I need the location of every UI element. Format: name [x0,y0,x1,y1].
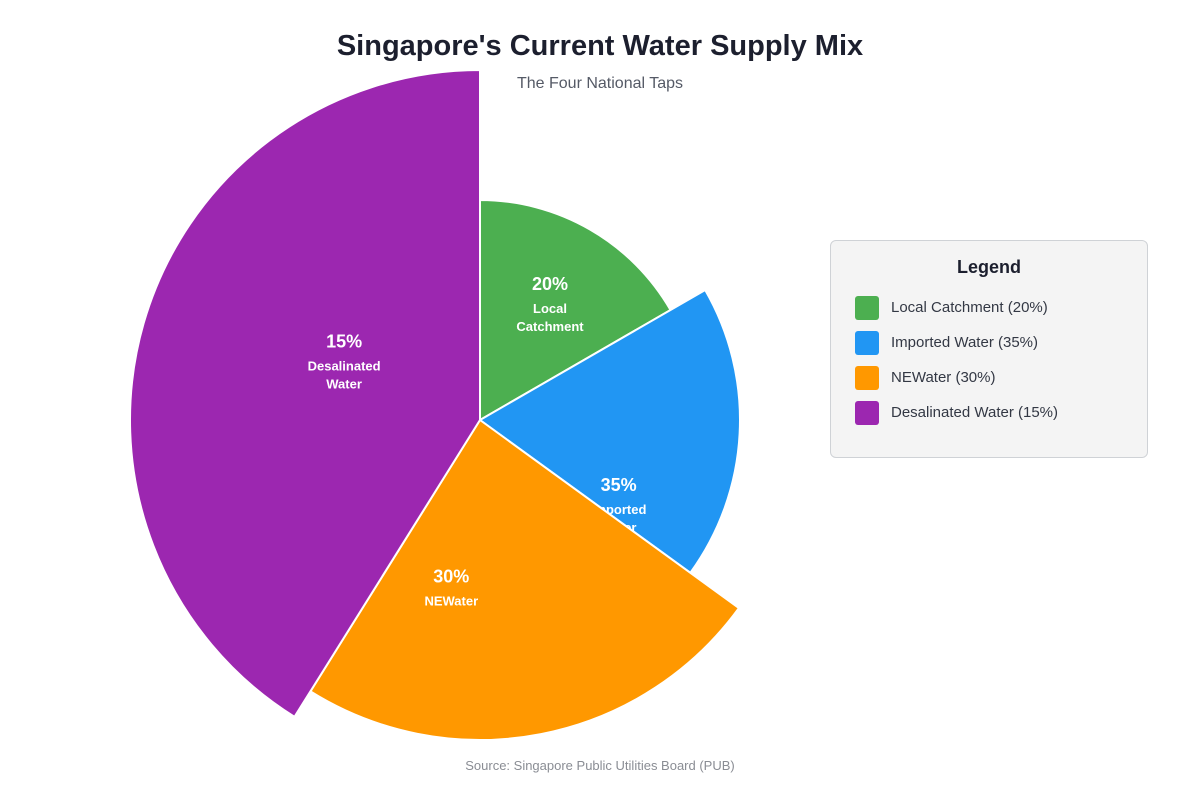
legend-swatch-local-catchment [855,296,879,320]
pie-slice-newater [309,418,741,741]
legend-swatch-imported-water [855,331,879,355]
slice-value-label-desalinated-water: 15% [326,332,362,352]
legend-label-imported-water: Imported Water (35%) [891,334,1038,351]
legend-swatch-desalinated-water [855,401,879,425]
slice-name-label-desalinated-water-line-2: Water [326,377,362,392]
legend-label-desalinated-water: Desalinated Water (15%) [891,404,1059,421]
legend-swatch-newater [855,366,879,390]
legend-label-local-catchment: Local Catchment (20%) [891,299,1048,316]
slice-name-label-newater-line-1: NEWater [424,594,478,609]
legend-box: Legend Local Catchment (20%) Imported Wa… [830,240,1148,458]
slice-name-label-local-catchment-line-1: Local [533,301,567,316]
pie-slice-local-catchment [479,198,672,422]
pie-slice-desalinated-water [129,68,481,719]
legend-title: Legend [956,257,1021,277]
slice-value-label-imported-water: 35% [601,475,637,495]
slice-name-label-local-catchment-line-2: Catchment [516,319,584,334]
slice-value-label-newater: 30% [433,567,469,587]
legend-label-newater: NEWater (30%) [891,369,996,386]
pie-slice-imported-water [478,288,741,575]
source-note: Source: Singapore Public Utilities Board… [465,758,735,773]
chart-title: Singapore's Current Water Supply Mix [336,30,864,62]
slice-name-label-desalinated-water-line-1: Desalinated [308,359,381,374]
chart-subtitle: The Four National Taps [516,75,683,92]
slice-value-label-local-catchment: 20% [532,274,568,294]
